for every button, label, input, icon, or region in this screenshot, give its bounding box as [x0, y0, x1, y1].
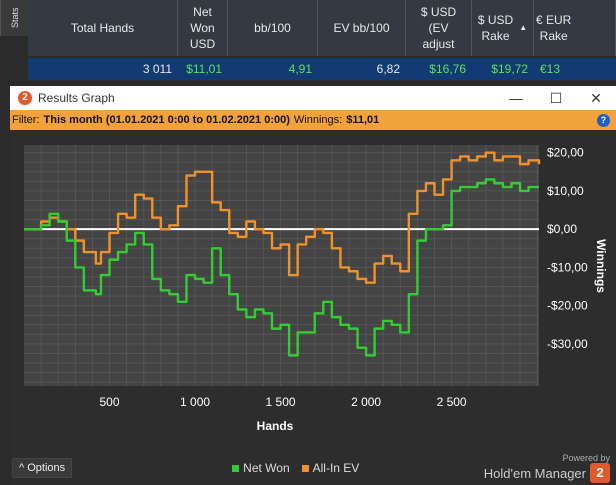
col-usd-rake[interactable]: $ USD Rake ▲: [472, 0, 534, 56]
x-tick-label: 1 000: [180, 395, 210, 409]
cell-net-won: $11,01: [186, 62, 222, 76]
x-tick-label: 2 000: [351, 395, 381, 409]
col-usd-rake-label: $ USD Rake: [477, 13, 514, 43]
table-row[interactable]: 3 011 $11,01 4,91 6,82 $16,76 $19,72 €13: [28, 58, 616, 80]
cell-eur-rake: €13: [540, 62, 561, 76]
y-axis-label: Winnings: [594, 239, 608, 293]
x-axis-label: Hands: [257, 419, 294, 433]
x-tick-label: 1 500: [266, 395, 296, 409]
options-label: Options: [27, 462, 66, 474]
close-button[interactable]: ✕: [590, 89, 602, 106]
sort-asc-icon: ▲: [519, 23, 528, 32]
y-tick-label: -$20,00: [547, 299, 588, 313]
legend-label-all-in-ev[interactable]: All-In EV: [312, 461, 360, 475]
y-axis-ticks: $20,00 $10,00 $0,00 -$10,00 -$20,00 -$30,00: [547, 146, 588, 351]
cell-ev-bb100: 6,82: [376, 62, 400, 76]
series-line-all-in-ev: [24, 151, 541, 284]
window-titlebar[interactable]: 2 Results Graph — ☐ ✕: [10, 86, 616, 110]
winnings-label: Winnings:: [293, 114, 343, 126]
brand: Powered by Hold'em Manager 2: [484, 453, 610, 483]
hm2-logo-icon: 2: [18, 91, 32, 105]
x-tick-label: 500: [100, 395, 120, 409]
legend-swatch-all-in-ev: [301, 464, 309, 472]
filter-value: This month (01.01.2021 0:00 to 01.02.202…: [43, 114, 290, 126]
window-controls: — ☐ ✕: [496, 90, 616, 107]
help-icon[interactable]: ?: [597, 113, 610, 127]
stats-tab[interactable]: Stats: [0, 0, 28, 36]
x-axis-ticks: 500 1 000 1 500 2 000 2 500: [100, 395, 467, 409]
filter-label: Filter:: [12, 114, 40, 126]
x-tick-label: 2 500: [437, 395, 467, 409]
stats-grid-header: Total Hands Net Won USD bb/100 EV bb/100…: [28, 0, 616, 56]
filter-bar[interactable]: Filter: This month (01.01.2021 0:00 to 0…: [10, 110, 616, 130]
col-bb100[interactable]: bb/100: [228, 0, 318, 56]
results-chart: $20,00 $10,00 $0,00 -$10,00 -$20,00 -$30,00 5…: [24, 145, 608, 433]
brand-name: Hold'em Manager 2: [484, 463, 610, 483]
grid-lines: [24, 145, 539, 386]
y-tick-label: $20,00: [547, 146, 584, 160]
cell-total-hands: 3 011: [142, 62, 172, 76]
options-button[interactable]: ^ Options: [12, 458, 73, 478]
chevron-up-icon: ^: [19, 462, 25, 474]
col-ev-bb100[interactable]: EV bb/100: [318, 0, 406, 56]
col-eur-rake[interactable]: € EUR Rake: [534, 0, 616, 56]
cell-usd-rake: $19,72: [491, 62, 528, 76]
cell-usd-ev-adjust: $16,76: [429, 62, 466, 76]
hm2-brand-logo-icon: 2: [590, 463, 610, 483]
chart-legend: Net Won All-In EV: [220, 461, 359, 475]
y-tick-label: $10,00: [547, 184, 584, 198]
cell-bb100: 4,91: [288, 62, 312, 76]
minimize-button[interactable]: —: [509, 89, 523, 106]
series-group: [24, 151, 541, 357]
bottom-bar: ^ Options Net Won All-In EV Powered by H…: [10, 451, 616, 485]
col-total-hands[interactable]: Total Hands: [28, 0, 178, 56]
col-net-won[interactable]: Net Won USD: [178, 0, 228, 56]
window-title: Results Graph: [38, 91, 115, 105]
y-tick-label: $0,00: [547, 222, 577, 236]
maximize-button[interactable]: ☐: [549, 89, 563, 106]
col-usd-ev-adjust[interactable]: $ USD (EV adjust: [406, 0, 472, 56]
series-line-net-won: [24, 178, 539, 357]
powered-by-label: Powered by: [562, 453, 610, 463]
brand-name-text: Hold'em Manager: [483, 465, 586, 481]
winnings-value: $11,01: [346, 114, 380, 126]
legend-swatch-net-won: [232, 464, 240, 472]
y-tick-label: -$10,00: [547, 260, 588, 274]
y-tick-label: -$30,00: [547, 337, 588, 351]
legend-label-net-won[interactable]: Net Won: [243, 461, 290, 475]
results-graph-window: 2 Results Graph — ☐ ✕ Filter: This month…: [10, 86, 616, 485]
